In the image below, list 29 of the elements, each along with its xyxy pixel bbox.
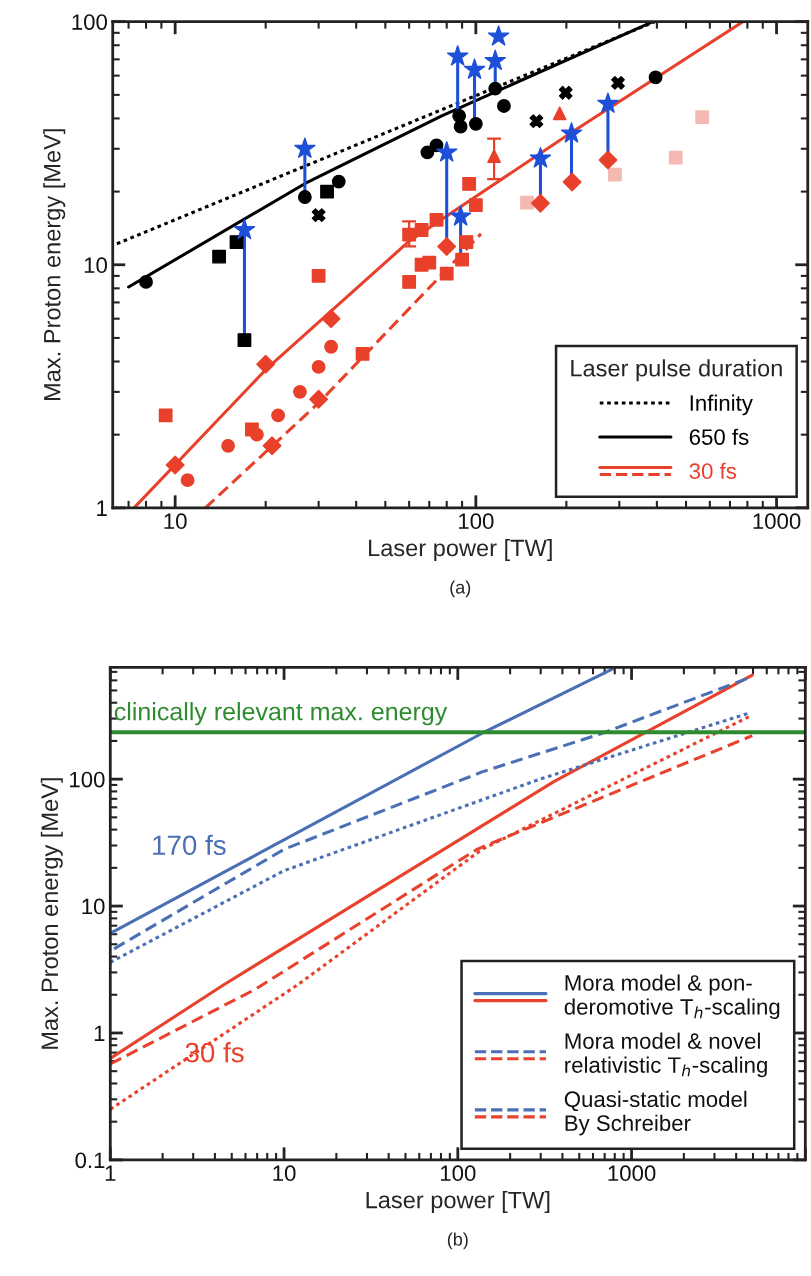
x-tick-label: 10	[273, 1165, 296, 1182]
x-tick-label: 1000	[608, 1165, 656, 1182]
y-tick-label: 10	[82, 898, 105, 915]
ref-line-label: clinically relevant max. energy	[114, 702, 448, 726]
y-tick-label: 1	[97, 500, 107, 516]
y-tick-label: 100	[70, 771, 105, 788]
legend-label: Quasi-static model By Schreiber	[564, 1090, 747, 1136]
y-tick-label: 1	[94, 1025, 105, 1042]
x-tick-label: 100	[440, 1165, 476, 1182]
x-tick-label: 1000	[753, 513, 801, 530]
text: (b)	[447, 1232, 468, 1250]
legend-label: Mora model & pon- deromotive T$_{h}$-scaling	[564, 974, 780, 1020]
legend-label: 650 fs	[689, 428, 749, 445]
legend-label: 30 fs	[689, 462, 737, 480]
y-axis-title: Max. Proton energy [MeV]	[40, 778, 63, 1049]
y-tick-label: 100	[72, 14, 107, 30]
annotation: 170 fs	[153, 834, 226, 856]
legend-label: Mora model & novel relativistic T$_{h}$-scaling	[565, 1032, 767, 1078]
x-axis-title: Laser power [TW]	[369, 538, 552, 561]
x-tick-label: 10	[164, 513, 187, 530]
annotation: 30 fs	[185, 1042, 244, 1063]
y-axis-title: Max. Proton energy [MeV]	[43, 129, 66, 400]
text: (a)	[450, 580, 471, 598]
legend-title: Laser pulse duration	[571, 359, 782, 382]
y-tick-label: 10	[84, 257, 107, 274]
legend-label: Infinity	[690, 394, 753, 416]
y-tick-label: 0.1	[75, 1152, 105, 1169]
x-tick-label: 100	[459, 513, 494, 530]
x-axis-title: Laser power [TW]	[366, 1191, 550, 1214]
